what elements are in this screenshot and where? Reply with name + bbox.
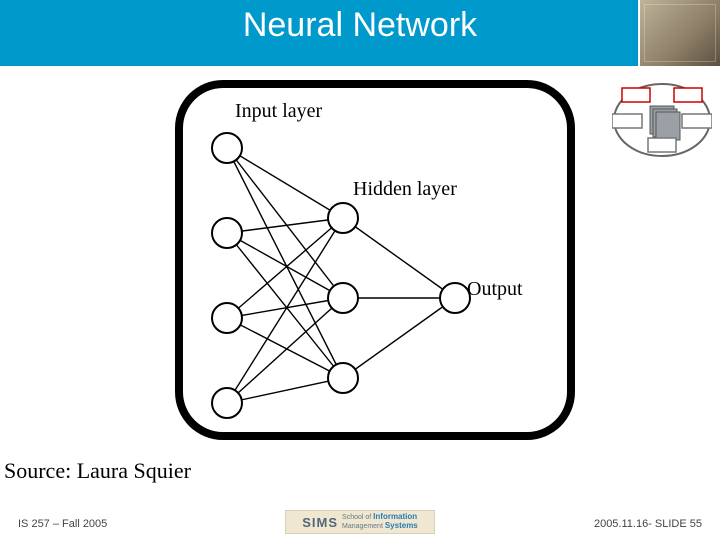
page-title: Neural Network (0, 6, 720, 45)
source-attribution: Source: Laura Squier (4, 458, 191, 484)
logo-sims: SIMS (302, 515, 338, 530)
footer: IS 257 – Fall 2005 SIMS School of Inform… (0, 506, 720, 540)
input-layer-label: Input layer (235, 100, 322, 123)
logo-sub: School of Information Management Systems (342, 513, 418, 531)
footer-course: IS 257 – Fall 2005 (18, 518, 107, 530)
header-photo (638, 0, 720, 66)
hidden-layer-label: Hidden layer (353, 178, 457, 201)
footer-slide-number: 2005.11.16- SLIDE 55 (594, 518, 702, 530)
slide: Neural Network Input layer Hidden layer … (0, 0, 720, 540)
footer-logo: SIMS School of Information Management Sy… (285, 510, 435, 534)
nn-svg (183, 88, 567, 432)
output-layer-label: Output (467, 278, 523, 301)
neural-network-diagram: Input layer Hidden layer Output (175, 80, 575, 440)
diagram-canvas: Input layer Hidden layer Output (183, 88, 567, 432)
workflow-thumbnail (612, 80, 712, 160)
